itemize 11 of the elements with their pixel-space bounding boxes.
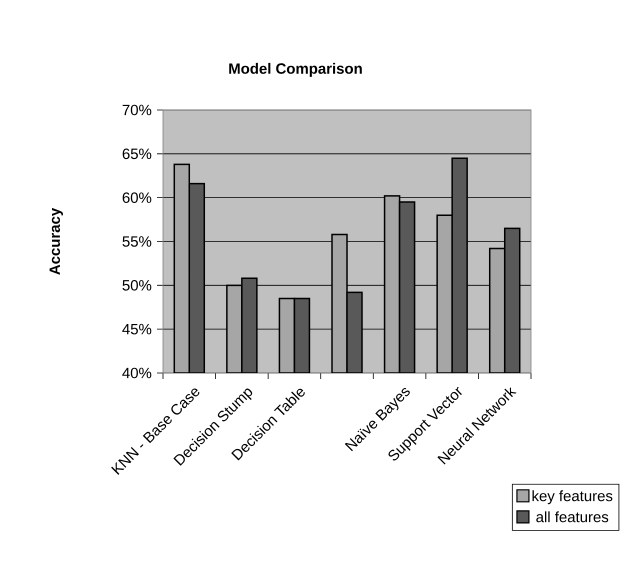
y-tick-label: 50%: [122, 280, 152, 291]
y-tick-label: 70%: [122, 104, 152, 116]
legend-label: key features: [532, 490, 612, 504]
y-tick-label: 55%: [122, 236, 152, 247]
chart-title: Model Comparison: [229, 62, 362, 77]
y-tick-label: 45%: [122, 324, 152, 334]
y-tick-label: 40%: [122, 368, 152, 378]
legend-label: all features: [536, 511, 608, 522]
y-tick-label: 60%: [122, 192, 152, 203]
y-axis-title: Accuracy: [50, 208, 63, 275]
y-tick-label: 65%: [122, 148, 152, 160]
